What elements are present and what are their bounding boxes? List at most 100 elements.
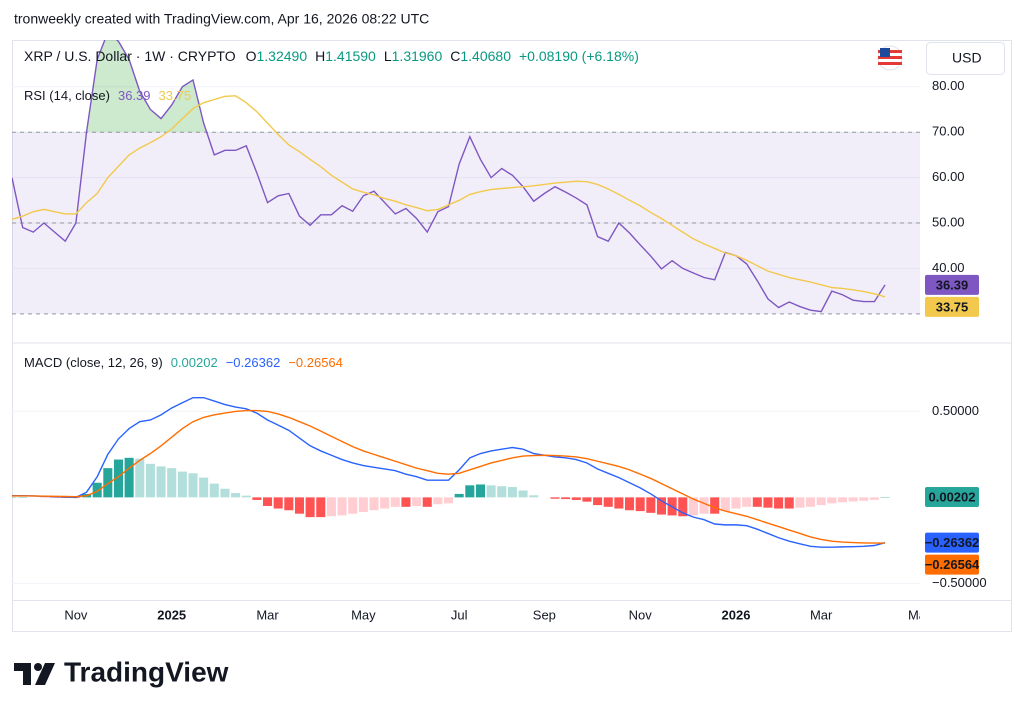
histogram-bar <box>529 495 539 498</box>
last-value-box <box>925 554 979 575</box>
histogram-bar <box>561 497 571 500</box>
histogram-bar <box>444 497 454 504</box>
indicator-title: RSI (14, close) <box>24 88 110 103</box>
histogram-bar <box>816 497 826 506</box>
quote-value: 1.41590 <box>325 48 376 64</box>
macd-pane <box>12 396 920 584</box>
histogram-bar <box>837 497 847 503</box>
histogram-bar <box>358 497 368 512</box>
y-tick-label: 60.00 <box>932 169 965 184</box>
histogram-bar <box>806 497 816 507</box>
last-value-box <box>925 532 979 553</box>
rsi-legend: RSI (14, close) 36.39 33.75 <box>24 88 191 103</box>
histogram-bar <box>656 497 666 515</box>
histogram-bar <box>699 497 709 514</box>
x-tick-label: Mar <box>810 607 833 622</box>
y-tick-label: 80.00 <box>932 78 965 93</box>
indicator-line <box>12 409 886 544</box>
histogram-bar <box>263 497 273 506</box>
histogram-bar <box>252 497 262 500</box>
histogram-bar <box>326 497 336 517</box>
last-value-box <box>925 296 979 317</box>
histogram-bar <box>827 497 837 504</box>
legend-value: 36.39 <box>118 88 151 103</box>
histogram-bar <box>284 497 294 511</box>
histogram-bar <box>167 468 177 498</box>
legend-value: 33.75 <box>159 88 192 103</box>
histogram-bar <box>145 463 155 498</box>
quote-value: 1.32490 <box>257 48 308 64</box>
histogram-bar <box>231 493 241 498</box>
flag-icon[interactable] <box>877 45 903 71</box>
histogram-bar <box>550 497 560 499</box>
brand-name: TradingView <box>64 656 229 687</box>
time-axis: Nov 2025 Mar May Jul Sep Nov 2026 Mar Ma <box>64 607 920 622</box>
brand-logo <box>14 663 55 685</box>
histogram-bar <box>497 486 507 498</box>
quote-key: O <box>246 48 257 64</box>
histogram-bar <box>518 490 528 498</box>
histogram-bar <box>454 493 464 498</box>
last-value-label: 0.00202 <box>929 489 976 504</box>
histogram-bar <box>869 497 879 500</box>
histogram-bar <box>486 485 496 498</box>
currency-label[interactable]: USD <box>952 50 982 66</box>
histogram-bar <box>433 497 443 505</box>
histogram-bar <box>710 497 720 514</box>
legend-value: −0.26362 <box>226 355 281 370</box>
last-value-label: −0.26564 <box>925 557 980 572</box>
histogram-bar <box>795 497 805 508</box>
last-value-box <box>925 487 979 508</box>
x-tick-label: Sep <box>533 607 556 622</box>
rsi-pane <box>12 40 920 315</box>
histogram-bar <box>742 497 752 507</box>
overbought-zone <box>12 40 886 133</box>
symbol-name: XRP / U.S. Dollar · 1W · CRYPTO <box>24 48 236 64</box>
histogram-bar <box>199 477 209 498</box>
histogram-bar <box>273 497 283 509</box>
y-tick-label: 50.00 <box>932 214 965 229</box>
histogram-bar <box>305 497 315 518</box>
indicator-line <box>12 396 886 548</box>
x-tick-label: Nov <box>629 607 653 622</box>
quote-value: 1.40680 <box>460 48 511 64</box>
histogram-bar <box>784 497 794 509</box>
histogram-bar <box>678 497 688 517</box>
last-value-box <box>925 274 979 295</box>
quote-value: 1.31960 <box>392 48 443 64</box>
histogram-bar <box>316 497 326 518</box>
x-tick-label: 2026 <box>722 607 751 622</box>
histogram-bar <box>774 497 784 509</box>
quote-key: L <box>384 48 392 64</box>
histogram-bar <box>92 482 102 498</box>
currency-button[interactable] <box>926 42 1005 75</box>
histogram-bar <box>475 484 485 498</box>
histogram-bar <box>859 497 869 501</box>
histogram-bar <box>103 468 113 498</box>
histogram-bar <box>390 497 400 507</box>
quote-key: C <box>450 48 460 64</box>
histogram-bar <box>113 459 123 498</box>
x-tick-label: Nov <box>64 607 88 622</box>
histogram-bar <box>220 488 230 498</box>
histogram-bar <box>369 497 379 511</box>
histogram-bar <box>348 497 358 514</box>
histogram-bar <box>177 471 187 498</box>
histogram-bar <box>188 473 198 498</box>
rsi-band <box>12 132 920 314</box>
histogram-bar <box>135 458 145 498</box>
legend-value: 0.00202 <box>171 355 218 370</box>
macd-legend: MACD (close, 12, 26, 9) 0.00202 −0.26362 −0… <box>24 355 343 370</box>
histogram-bar <box>337 497 347 516</box>
histogram-bar <box>465 485 475 498</box>
histogram-bar <box>209 483 219 498</box>
legend-value: −0.26564 <box>288 355 343 370</box>
histogram-bar <box>593 497 603 506</box>
histogram-bar <box>614 497 624 509</box>
indicator-title: MACD (close, 12, 26, 9) <box>24 355 163 370</box>
histogram-bar <box>720 497 730 512</box>
y-tick-label: −0.50000 <box>932 575 987 590</box>
y-tick-label: 0.50000 <box>932 403 979 418</box>
symbol-line: XRP / U.S. Dollar · 1W · CRYPTO O1.32490 H… <box>24 48 639 64</box>
